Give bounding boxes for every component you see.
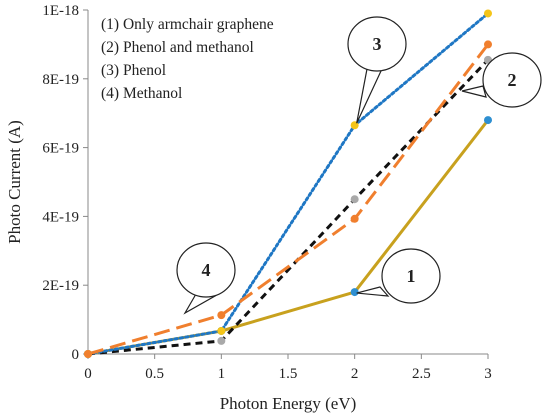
legend: (1) Only armchair graphene (2) Phenol and…	[101, 16, 274, 102]
series-1-point	[484, 116, 492, 125]
series-4-point	[84, 350, 92, 358]
series-callouts: 1 2 3 4	[176, 16, 542, 315]
x-tick-label: 2	[351, 366, 359, 382]
x-tick-label: 2.5	[412, 366, 431, 382]
callout-1: 1	[356, 248, 441, 304]
legend-entry-4: (4) Methanol	[101, 85, 182, 102]
x-tick-label: 0	[84, 366, 92, 382]
x-tick-label: 1.5	[279, 366, 298, 382]
series-4-point	[350, 214, 359, 223]
series-1-point	[350, 288, 359, 297]
y-tick-label: 1E-18	[42, 3, 79, 19]
x-tick-label: 0.5	[145, 366, 164, 382]
x-tick-labels: 0 0.5 1 1.5 2 2.5 3	[84, 354, 492, 382]
legend-entry-2: (2) Phenol and methanol	[101, 39, 254, 56]
callout-label: 1	[407, 266, 416, 286]
series-4-point	[217, 311, 226, 320]
callout-4: 4	[176, 242, 236, 315]
y-tick-label: 6E-19	[42, 141, 79, 157]
series-layer	[84, 9, 492, 358]
y-tick-label: 8E-19	[42, 72, 79, 88]
y-axis-title: Photo Current (A)	[5, 120, 24, 244]
legend-entry-1: (1) Only armchair graphene	[101, 16, 274, 33]
series-2-point	[217, 336, 226, 345]
series-line-2	[87, 58, 490, 356]
callout-pointer	[356, 286, 390, 297]
series-2-point	[350, 195, 359, 204]
y-tick-label: 4E-19	[42, 209, 79, 225]
series-line-1	[87, 119, 490, 356]
y-tick-label: 0	[72, 347, 80, 363]
series-3-point	[484, 9, 492, 18]
y-tick-label: 2E-19	[42, 278, 79, 294]
callout-pointer	[461, 85, 487, 98]
y-tick-labels: 0 2E-19 4E-19 6E-19 8E-19 1E-18	[42, 3, 88, 363]
callout-3: 3	[347, 16, 407, 124]
x-axis-title: Photon Energy (eV)	[220, 394, 357, 413]
series-3-point	[217, 326, 226, 335]
callout-label: 2	[508, 70, 517, 90]
callout-2: 2	[461, 52, 542, 108]
x-tick-label: 1	[218, 366, 226, 382]
series-4-point	[484, 40, 492, 49]
callout-label: 4	[202, 260, 211, 280]
x-tick-label: 3	[484, 366, 492, 382]
legend-entry-3: (3) Phenol	[101, 62, 166, 79]
callout-label: 3	[373, 34, 382, 54]
series-line-3	[86, 11, 490, 356]
series-line-4	[87, 43, 490, 356]
